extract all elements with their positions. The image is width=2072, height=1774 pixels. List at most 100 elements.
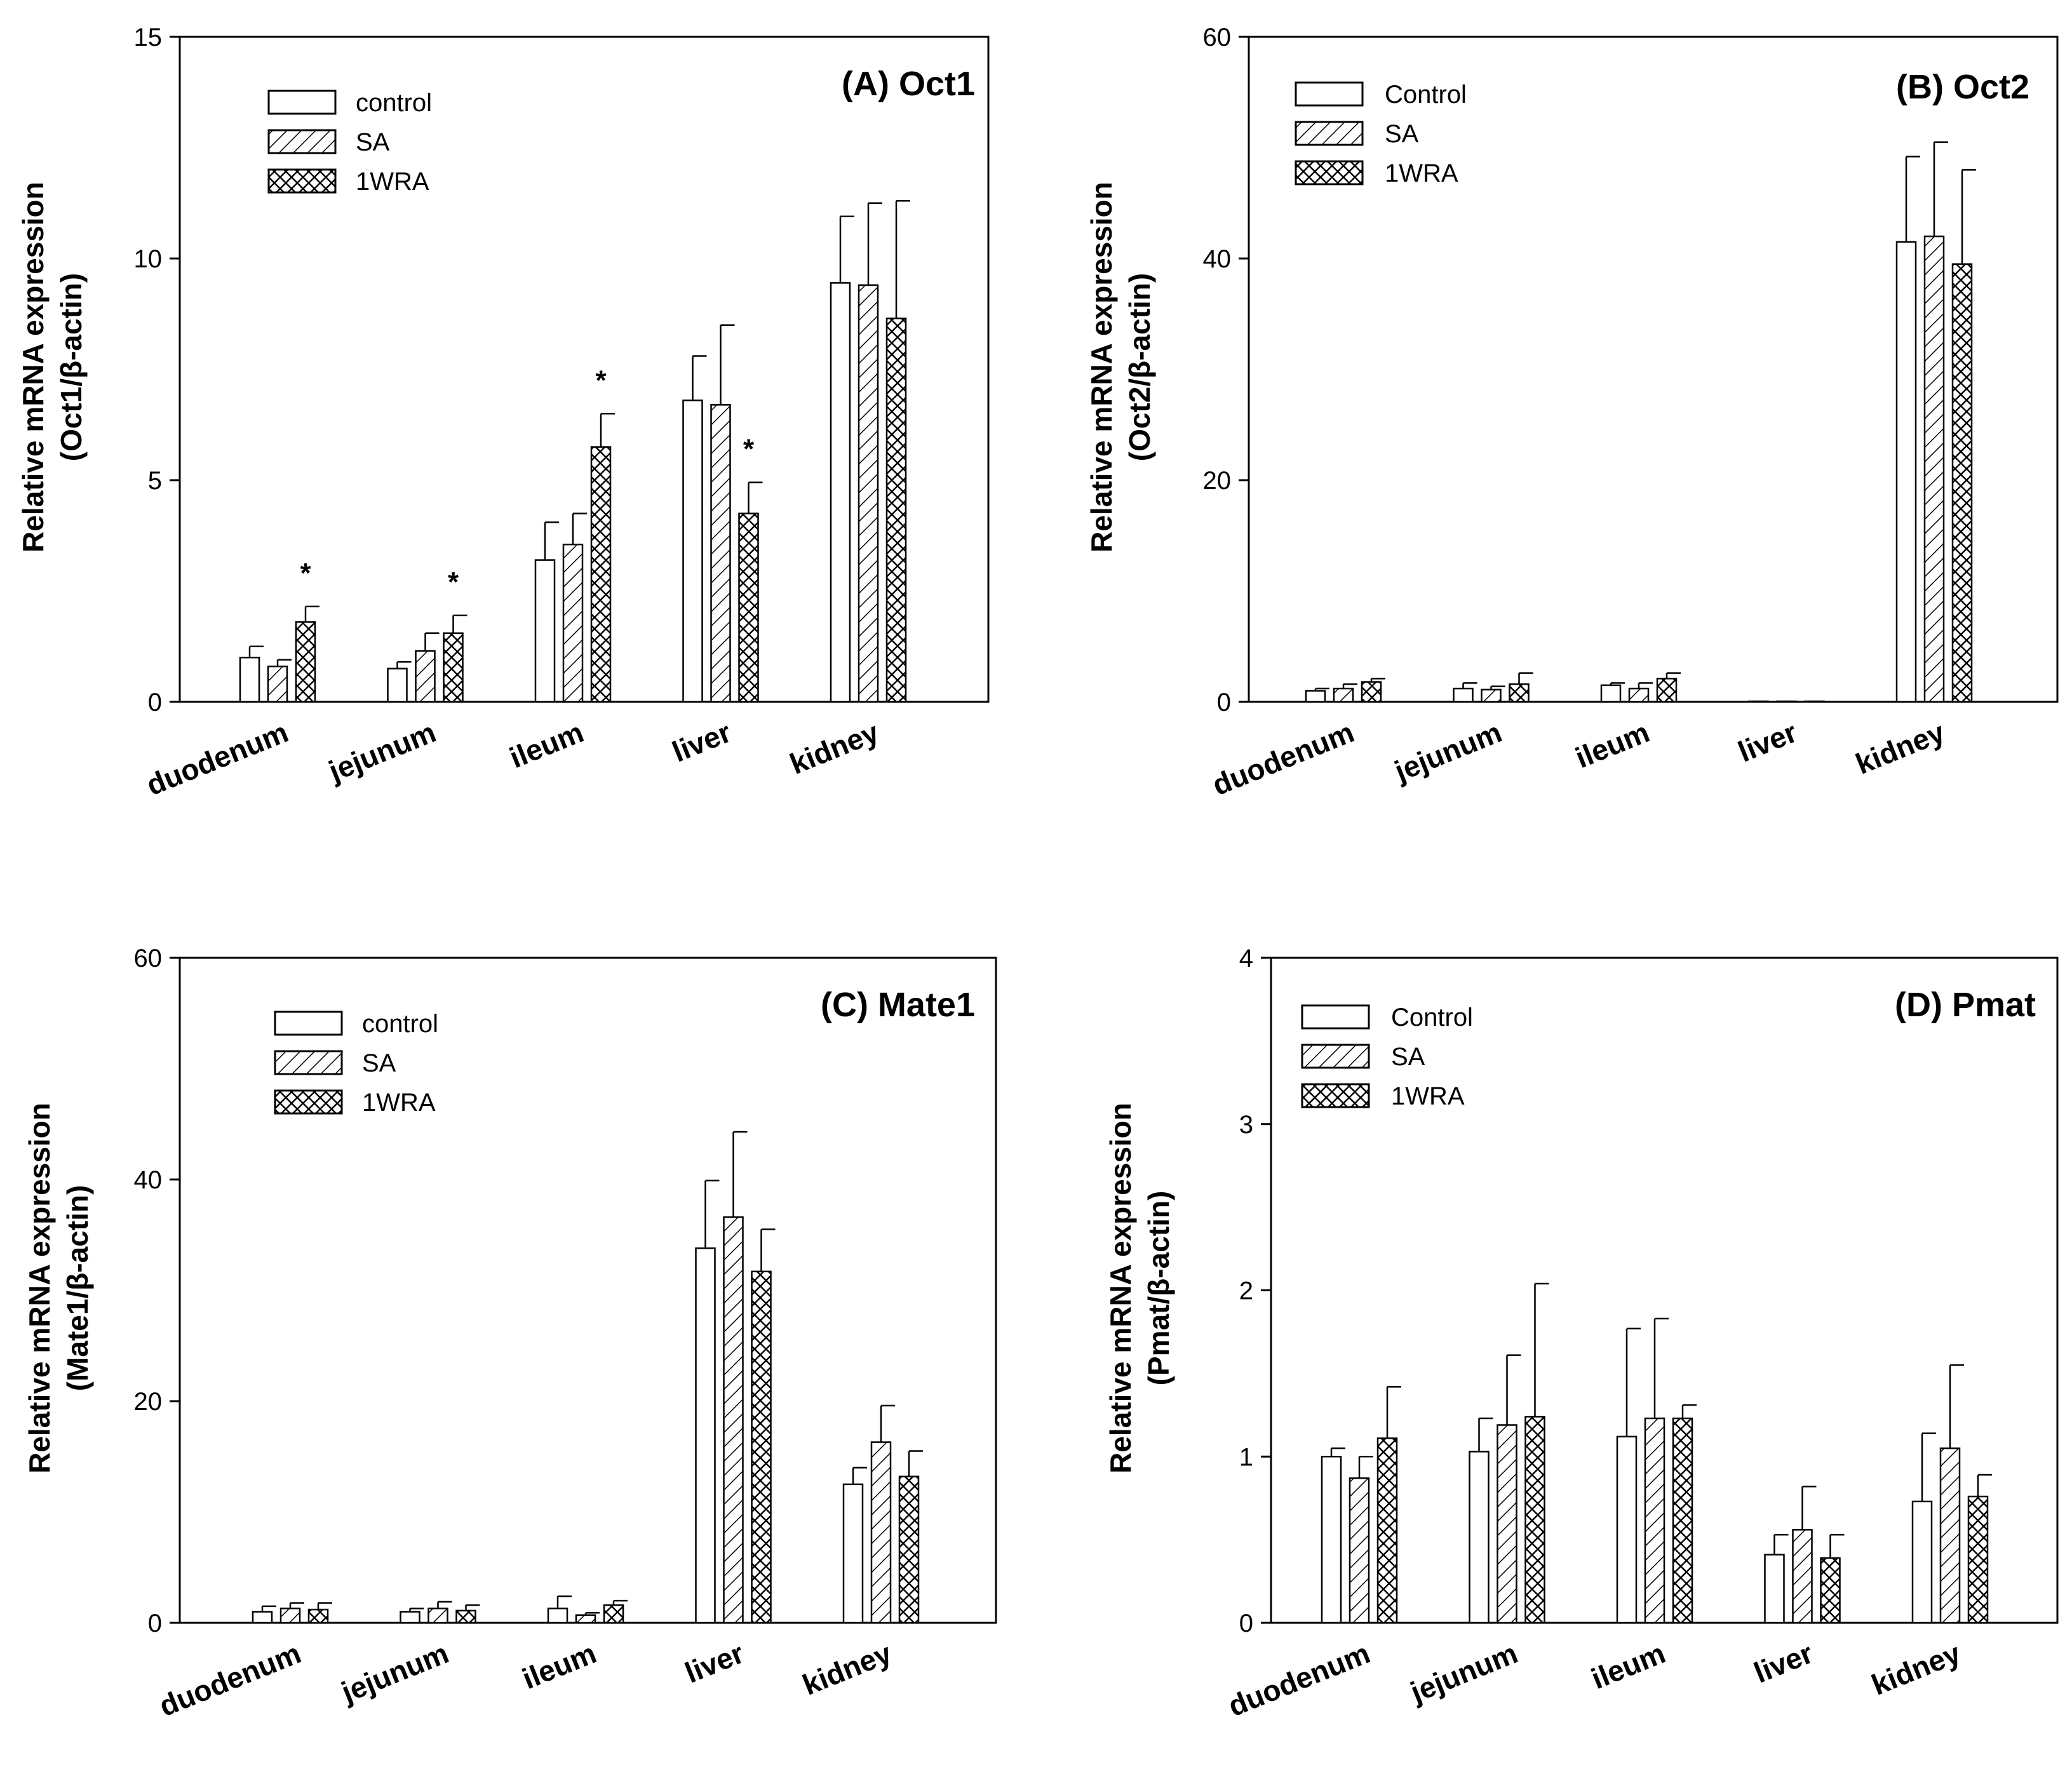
bar-kidney-1wra [898,1475,920,1624]
panel-b-ylabel-line2: (Oct2/β-actin) [1123,273,1156,461]
bar-kidney-sa [858,284,879,703]
significance-star: * [743,433,755,464]
y-tick-label: 10 [134,245,163,273]
y-tick-label: 2 [1239,1277,1253,1305]
bar-ileum-1wra [1672,1417,1693,1624]
bar-ileum-1wra [603,1604,624,1624]
legend-swatch-control [267,90,337,115]
bar-duodenum-1wra [307,1608,329,1624]
bar-liver-1wra [751,1270,772,1624]
x-category-label: kidney [798,1636,896,1702]
bar-liver-1wra [1804,700,1825,703]
bar-duodenum-sa [279,1608,301,1624]
bar-jejunum-control [400,1611,420,1624]
bar-jejunum-1wra [1524,1416,1545,1624]
bar-ileum-1wra [1656,678,1678,703]
panel-b-oct2: Relative mRNA expression (Oct2/β-actin) … [1085,24,2059,802]
bar-ileum-control [534,559,556,703]
legend-label-sa: SA [1391,1043,1425,1071]
bar-duodenum-1wra [1376,1437,1398,1624]
legend-swatch-control [274,1011,343,1036]
y-tick-label: 0 [1217,689,1231,716]
significance-star: * [448,567,459,598]
x-category-label: duodenum [142,715,292,802]
bar-duodenum-sa [1333,687,1354,703]
panel-c-title: (C) Mate1 [821,986,975,1024]
bar-kidney-control [842,1483,864,1624]
y-tick-label: 4 [1239,944,1253,972]
panel-d-ylabel-line1: Relative mRNA expression [1104,1103,1137,1474]
x-category-label: liver [1733,715,1801,769]
bar-ileum-sa [562,543,584,703]
x-category-label: jejunum [1405,1636,1522,1709]
bar-duodenum-1wra [1361,681,1382,703]
bar-jejunum-control [1469,1451,1490,1624]
legend-label-1wra: 1WRA [1391,1082,1465,1110]
bar-liver-sa [1776,700,1797,703]
panel-c-ylabel-line2: (Mate1/β-actin) [61,1185,94,1392]
panel-b-legend: Control SA 1WRA [1295,81,1467,187]
bar-jejunum-1wra [455,1609,476,1624]
x-category-label: liver [1749,1636,1817,1690]
panel-d-legend: Control SA 1WRA [1301,1004,1473,1110]
bar-duodenum-control [1305,690,1326,703]
legend-label-control: Control [1385,81,1467,109]
panel-c-ylabel-line1: Relative mRNA expression [23,1103,56,1474]
y-tick-label: 1 [1239,1443,1253,1471]
legend-swatch-1wra [1301,1083,1370,1108]
y-tick-label: 0 [1239,1609,1253,1637]
y-tick-label: 0 [148,1609,162,1637]
x-category-label: jejunum [1389,715,1506,788]
bar-liver-sa [1792,1529,1813,1624]
bar-ileum-sa [1628,687,1650,703]
bar-kidney-1wra [1951,263,1973,703]
x-category-label: duodenum [1223,1636,1374,1723]
y-tick-label: 0 [148,689,162,716]
significance-star: * [300,558,311,589]
x-category-label: ileum [1571,715,1654,774]
panel-b-title: (B) Oct2 [1896,68,2029,106]
legend-label-control: control [356,89,432,117]
bar-duodenum-1wra [295,621,316,703]
bar-jejunum-sa [415,650,436,703]
bar-liver-1wra [1820,1557,1841,1624]
y-tick-label: 20 [1203,467,1232,495]
bar-duodenum-control [252,1611,273,1624]
bar-ileum-sa [575,1614,596,1624]
panel-c-legend: control SA 1WRA [274,1010,438,1117]
panel-d-ylabel-line2: (Pmat/β-actin) [1142,1191,1175,1386]
bar-ileum-control [1616,1435,1638,1624]
bar-liver-sa [723,1216,744,1624]
bar-liver-control [1748,700,1769,703]
bar-liver-control [682,400,703,703]
x-category-label: liver [668,715,736,769]
bar-kidney-control [1895,241,1917,703]
y-tick-label: 40 [134,1166,163,1194]
bar-ileum-1wra [590,446,612,703]
legend-swatch-control [1301,1004,1370,1030]
y-tick-label: 5 [148,467,162,495]
panel-a-oct1: Relative mRNA expression (Oct1/β-actin) … [17,24,990,802]
x-category-label: ileum [1587,1636,1670,1695]
x-category-label: jejunum [336,1636,453,1709]
bar-jejunum-sa [1481,689,1502,703]
x-category-label: duodenum [1208,715,1358,802]
panel-c-mate1: Relative mRNA expression (Mate1/β-actin)… [23,944,997,1723]
panel-a-ylabel-line1: Relative mRNA expression [17,182,50,553]
bar-kidney-sa [870,1441,892,1624]
bar-duodenum-sa [1349,1477,1370,1624]
x-category-label: duodenum [154,1636,305,1723]
bar-ileum-sa [1644,1417,1665,1624]
bar-jejunum-1wra [443,632,464,703]
legend-swatch-control [1295,81,1364,107]
legend-label-sa: SA [1385,120,1419,148]
bar-kidney-1wra [885,317,907,703]
panel-b-ylabel-line1: Relative mRNA expression [1085,182,1118,553]
y-tick-label: 15 [134,24,163,51]
plot-frame [1248,36,2059,703]
legend-label-sa: SA [356,128,390,156]
legend-label-1wra: 1WRA [356,168,429,196]
y-tick-label: 20 [134,1388,163,1416]
legend-swatch-sa [1301,1044,1370,1069]
legend-label-1wra: 1WRA [1385,159,1458,187]
